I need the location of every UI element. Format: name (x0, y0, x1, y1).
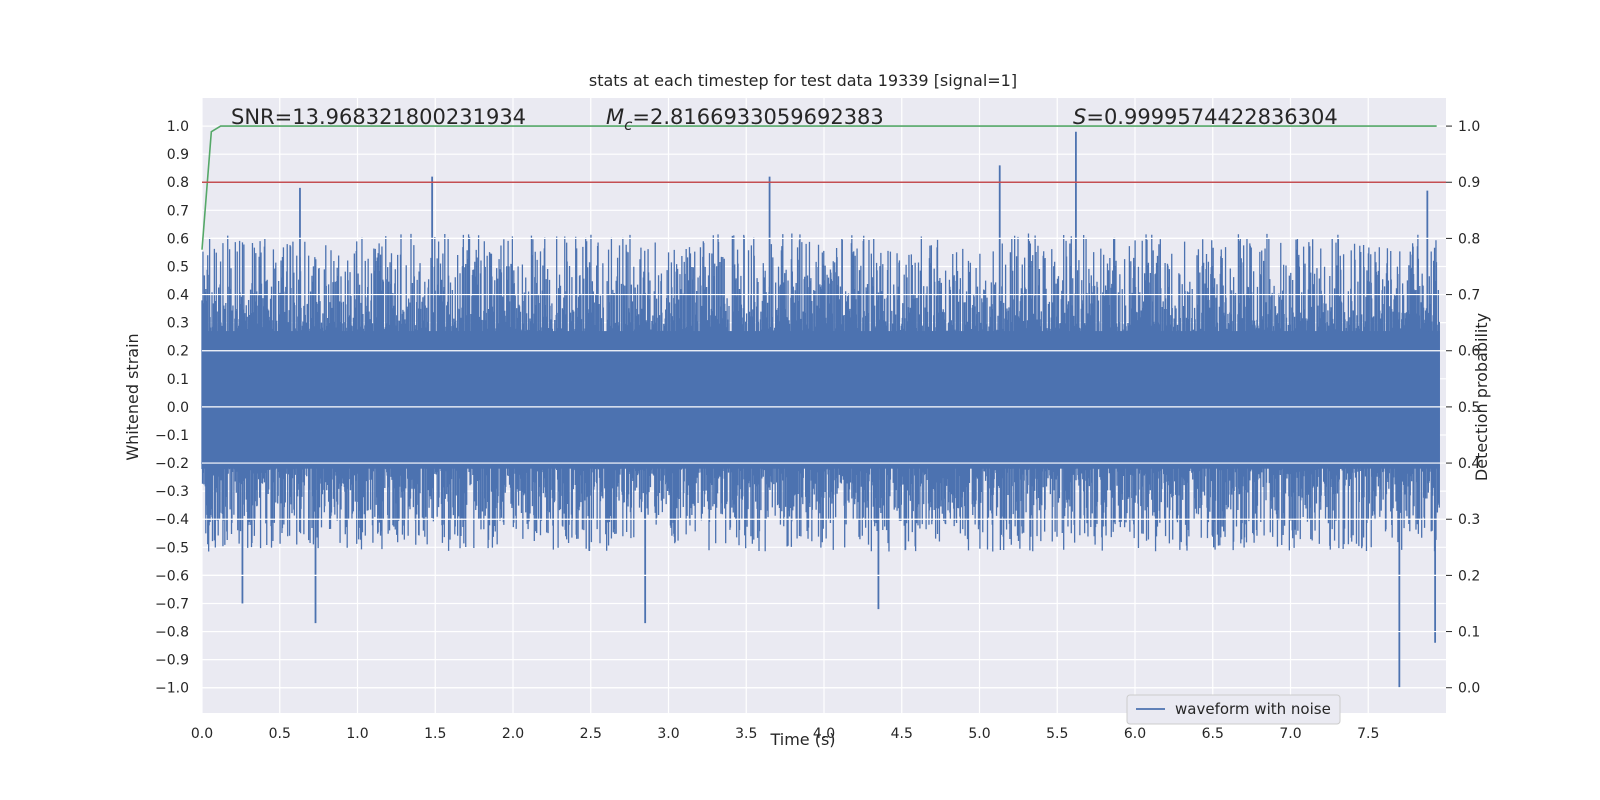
y-tick-label: −0.8 (155, 625, 189, 641)
snr-annotation: SNR=13.968321800231934 (231, 105, 526, 129)
x-tick-label: 6.0 (1124, 726, 1146, 742)
y-tick-label: 0.2 (167, 344, 189, 360)
x-tick-label: 5.0 (968, 726, 990, 742)
waveform-core (202, 331, 1440, 469)
x-tick-label: 4.0 (813, 726, 835, 742)
x-axis-ticks: 0.0 0.5 1.0 1.5 2.0 2.5 3.0 3.5 4.0 4.5 5.0 5.5 6.0 6… (191, 726, 1380, 742)
chirp-mass-value: =2.8166933059692383 (632, 105, 883, 129)
y-tick-label: 0.5 (167, 259, 189, 275)
legend-entry-waveform: waveform with noise (1175, 700, 1331, 718)
x-tick-label: 0.5 (269, 726, 291, 742)
y-tick-label: 0.7 (167, 203, 189, 219)
x-tick-label: 4.5 (891, 726, 913, 742)
y-axis-label: Whitened strain (123, 333, 142, 460)
y-tick-label: −1.0 (155, 681, 189, 697)
y2-tick-label: 0.8 (1458, 231, 1480, 247)
y2-tick-label: 0.9 (1458, 175, 1480, 191)
y2-tick-label: 1.0 (1458, 119, 1480, 135)
y-tick-label: −0.3 (155, 484, 189, 500)
y-tick-label: −0.1 (155, 428, 189, 444)
x-tick-label: 6.5 (1202, 726, 1224, 742)
chirp-mass-subscript: c (624, 116, 633, 134)
waveform-series (201, 131, 1440, 688)
y-tick-label: −0.6 (155, 568, 189, 584)
chart-title: stats at each timestep for test data 193… (589, 71, 1017, 90)
x-tick-label: 1.5 (424, 726, 446, 742)
x-tick-label: 5.5 (1046, 726, 1068, 742)
y-tick-label: −0.2 (155, 456, 189, 472)
chirp-mass-annotation: Mc=2.8166933059692383 (606, 105, 884, 134)
x-tick-label: 7.0 (1279, 726, 1301, 742)
x-tick-label: 3.0 (657, 726, 679, 742)
y2-tick-label: 0.3 (1458, 512, 1480, 528)
y2-tick-label: 0.7 (1458, 288, 1480, 304)
chirp-mass-symbol: M (606, 105, 624, 129)
y-tick-label: 0.8 (167, 175, 189, 191)
y2-tick-label: 0.4 (1458, 456, 1480, 472)
y-tick-label: −0.9 (155, 653, 189, 669)
y2-tick-label: 0.2 (1458, 568, 1480, 584)
y-tick-label: 0.4 (167, 288, 189, 304)
y2-tick-label: 0.1 (1458, 625, 1480, 641)
x-tick-label: 1.0 (346, 726, 368, 742)
y2-axis-ticks: 1.0 0.9 0.8 0.7 0.6 0.5 0.4 0.3 0.2 0.1 0.0 (1446, 119, 1480, 697)
y-axis-ticks: 1.0 0.9 0.8 0.7 0.6 0.5 0.4 0.3 0.2 0.1 0.0 −0.1 −0.… (155, 119, 189, 697)
y-tick-label: −0.7 (155, 596, 189, 612)
y-tick-label: −0.5 (155, 540, 189, 556)
y2-axis-label: Detection probability (1472, 313, 1491, 481)
detection-probability-line (201, 125, 1437, 250)
legend: waveform with noise (1126, 694, 1341, 725)
x-tick-label: 3.5 (735, 726, 757, 742)
y-tick-label: 0.1 (167, 372, 189, 388)
x-tick-label: 2.0 (502, 726, 524, 742)
x-tick-label: 2.5 (580, 726, 602, 742)
score-annotation: S=0.9999574422836304 (1073, 105, 1338, 129)
y-tick-label: 1.0 (167, 119, 189, 135)
y-tick-label: 0.3 (167, 316, 189, 332)
legend-box (1126, 694, 1341, 725)
x-axis-label: Time (s) (769, 730, 835, 749)
score-value: =0.9999574422836304 (1086, 105, 1337, 129)
y-tick-label: −0.4 (155, 512, 189, 528)
y2-tick-label: 0.6 (1458, 344, 1480, 360)
y2-tick-label: 0.5 (1458, 400, 1480, 416)
x-tick-label: 0.0 (191, 726, 213, 742)
y-tick-label: 0.9 (167, 147, 189, 163)
y2-tick-label: 0.0 (1458, 681, 1480, 697)
y-tick-label: 0.6 (167, 231, 189, 247)
x-tick-label: 7.5 (1357, 726, 1379, 742)
score-symbol: S (1073, 105, 1086, 129)
y-tick-label: 0.0 (167, 400, 189, 416)
